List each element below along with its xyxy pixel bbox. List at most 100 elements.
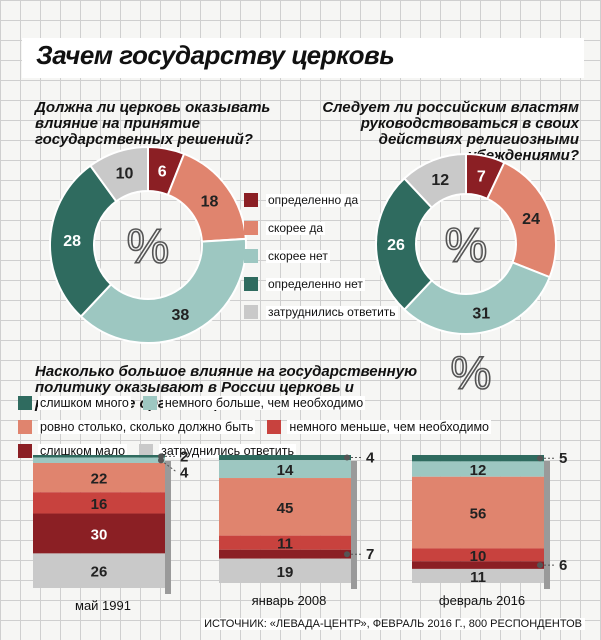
donut-slice-label: 31 — [472, 305, 490, 322]
bar-segment — [33, 457, 165, 463]
donut-slice-label: 26 — [387, 237, 405, 254]
legend-swatch — [142, 396, 157, 410]
donut-slice-5 — [402, 152, 467, 209]
page-title: Зачем государству церковь — [36, 40, 395, 70]
legend-swatch — [244, 193, 258, 207]
donut-slice-label: 38 — [171, 307, 189, 324]
bar-value-label: 10 — [470, 548, 487, 565]
bar-segment — [33, 553, 165, 588]
legend-label: слишком мало — [38, 444, 128, 458]
bar-value-label: 56 — [470, 506, 487, 523]
donut-slice-4 — [375, 176, 434, 312]
donut-slice-label: 24 — [522, 211, 540, 228]
donut-slice-label: 28 — [63, 233, 81, 250]
legend-label: затруднились ответить — [159, 444, 296, 458]
donut-slice-label: 18 — [201, 193, 219, 210]
callout-leader — [160, 459, 178, 473]
bar-value-callout: 4 — [180, 464, 189, 481]
bar-segment — [33, 462, 165, 493]
percent-icon-glyph: % — [127, 220, 170, 273]
period-label-1991: май 1991 — [75, 598, 131, 613]
legend-item-definitely-no: определенно нет — [244, 274, 398, 294]
legend-item-just-right: ровно столько, сколько должно быть — [18, 420, 256, 434]
legend-donut: определенно да скорее да скорее нет опре… — [244, 190, 398, 330]
legend-label: немного больше, чем необходимо — [162, 396, 366, 410]
legend-label: ровно столько, сколько должно быть — [38, 420, 256, 434]
legend-item-rather-yes: скорее да — [244, 218, 398, 238]
percent-icon-glyph: % — [451, 347, 492, 399]
legend-swatch — [18, 420, 32, 434]
bar-value-label: 26 — [91, 564, 108, 581]
bar-segment — [412, 476, 544, 549]
bar-segment — [33, 513, 165, 554]
legend-swatch — [18, 396, 32, 410]
bar-shadow — [544, 461, 550, 589]
bar-value-label: 11 — [470, 569, 486, 586]
donut-slice-label: 7 — [477, 169, 486, 186]
bar-segment — [412, 548, 544, 562]
donut-slice-4 — [49, 164, 118, 318]
legend-item-hard-to-say: затруднились ответить — [139, 444, 296, 458]
period-label-2008: январь 2008 — [251, 593, 327, 608]
donut-slice-2 — [485, 161, 557, 279]
bar-value-label: 11 — [277, 536, 293, 553]
donut-slice-label: 10 — [116, 166, 134, 183]
bar-value-callout: 6 — [559, 557, 567, 574]
bar-value-label: 14 — [277, 462, 294, 479]
bar-value-callout: 5 — [559, 450, 567, 467]
legend-label: определенно нет — [266, 276, 365, 291]
legend-label: скорее да — [266, 220, 326, 235]
legend-swatch — [244, 221, 258, 235]
legend-item-somewhat-less: немного меньше, чем необходимо — [267, 420, 492, 434]
bar-segment — [412, 568, 544, 583]
bar-value-callout: 2 — [180, 448, 188, 465]
bar-segment — [219, 558, 351, 583]
legend-swatch — [244, 277, 258, 291]
donut-slice-3 — [79, 237, 247, 344]
bar-segment — [219, 478, 351, 536]
percent-icon: % — [450, 346, 493, 400]
period-label-2016: февраль 2016 — [438, 593, 526, 608]
bar-value-label: 22 — [91, 471, 108, 488]
donut-slice-label: 6 — [158, 163, 167, 180]
bar-segment — [412, 461, 544, 477]
source-note: ИСТОЧНИК: «ЛЕВАДА-ЦЕНТР», ФЕВРАЛЬ 2016 Г… — [201, 618, 585, 630]
bar-segment — [219, 535, 351, 550]
legend-item-hard-to-say: затруднились ответить — [244, 302, 398, 322]
bar-shadow — [351, 461, 357, 589]
legend-swatch — [267, 420, 282, 434]
legend-item-somewhat-more: немного больше, чем необходимо — [142, 396, 366, 410]
bar-segment — [219, 460, 351, 479]
percent-icon-glyph: % — [445, 219, 488, 272]
bar-value-label: 45 — [277, 500, 294, 517]
bar-value-callout: 7 — [366, 546, 374, 563]
donut-slice-3 — [402, 261, 551, 335]
legend-swatch — [244, 249, 258, 263]
legend-label: слишком много — [38, 396, 131, 410]
legend-label: скорее нет — [266, 248, 330, 263]
donut-slice-label: 12 — [431, 172, 449, 189]
bar-segment — [219, 455, 351, 461]
legend-bars: слишком много немного больше, чем необхо… — [18, 396, 588, 458]
bar-segment — [33, 492, 165, 514]
bar-value-label: 16 — [91, 496, 108, 513]
legend-swatch — [18, 444, 32, 458]
percent-icon: % — [126, 219, 170, 274]
bar-value-label: 30 — [91, 526, 108, 543]
bar-shadow — [165, 461, 171, 594]
legend-label: определенно да — [266, 192, 361, 207]
bar-value-callout: 4 — [366, 450, 375, 467]
title-band — [22, 38, 584, 78]
bar-segment — [219, 549, 351, 559]
bar-value-label: 12 — [470, 462, 487, 479]
bar-value-label: 19 — [277, 564, 294, 581]
legend-label: затруднились ответить — [266, 304, 398, 319]
bar-segment — [412, 455, 544, 462]
bar-segment — [412, 561, 544, 569]
legend-label: немного меньше, чем необходимо — [287, 420, 492, 434]
legend-swatch — [244, 305, 258, 319]
